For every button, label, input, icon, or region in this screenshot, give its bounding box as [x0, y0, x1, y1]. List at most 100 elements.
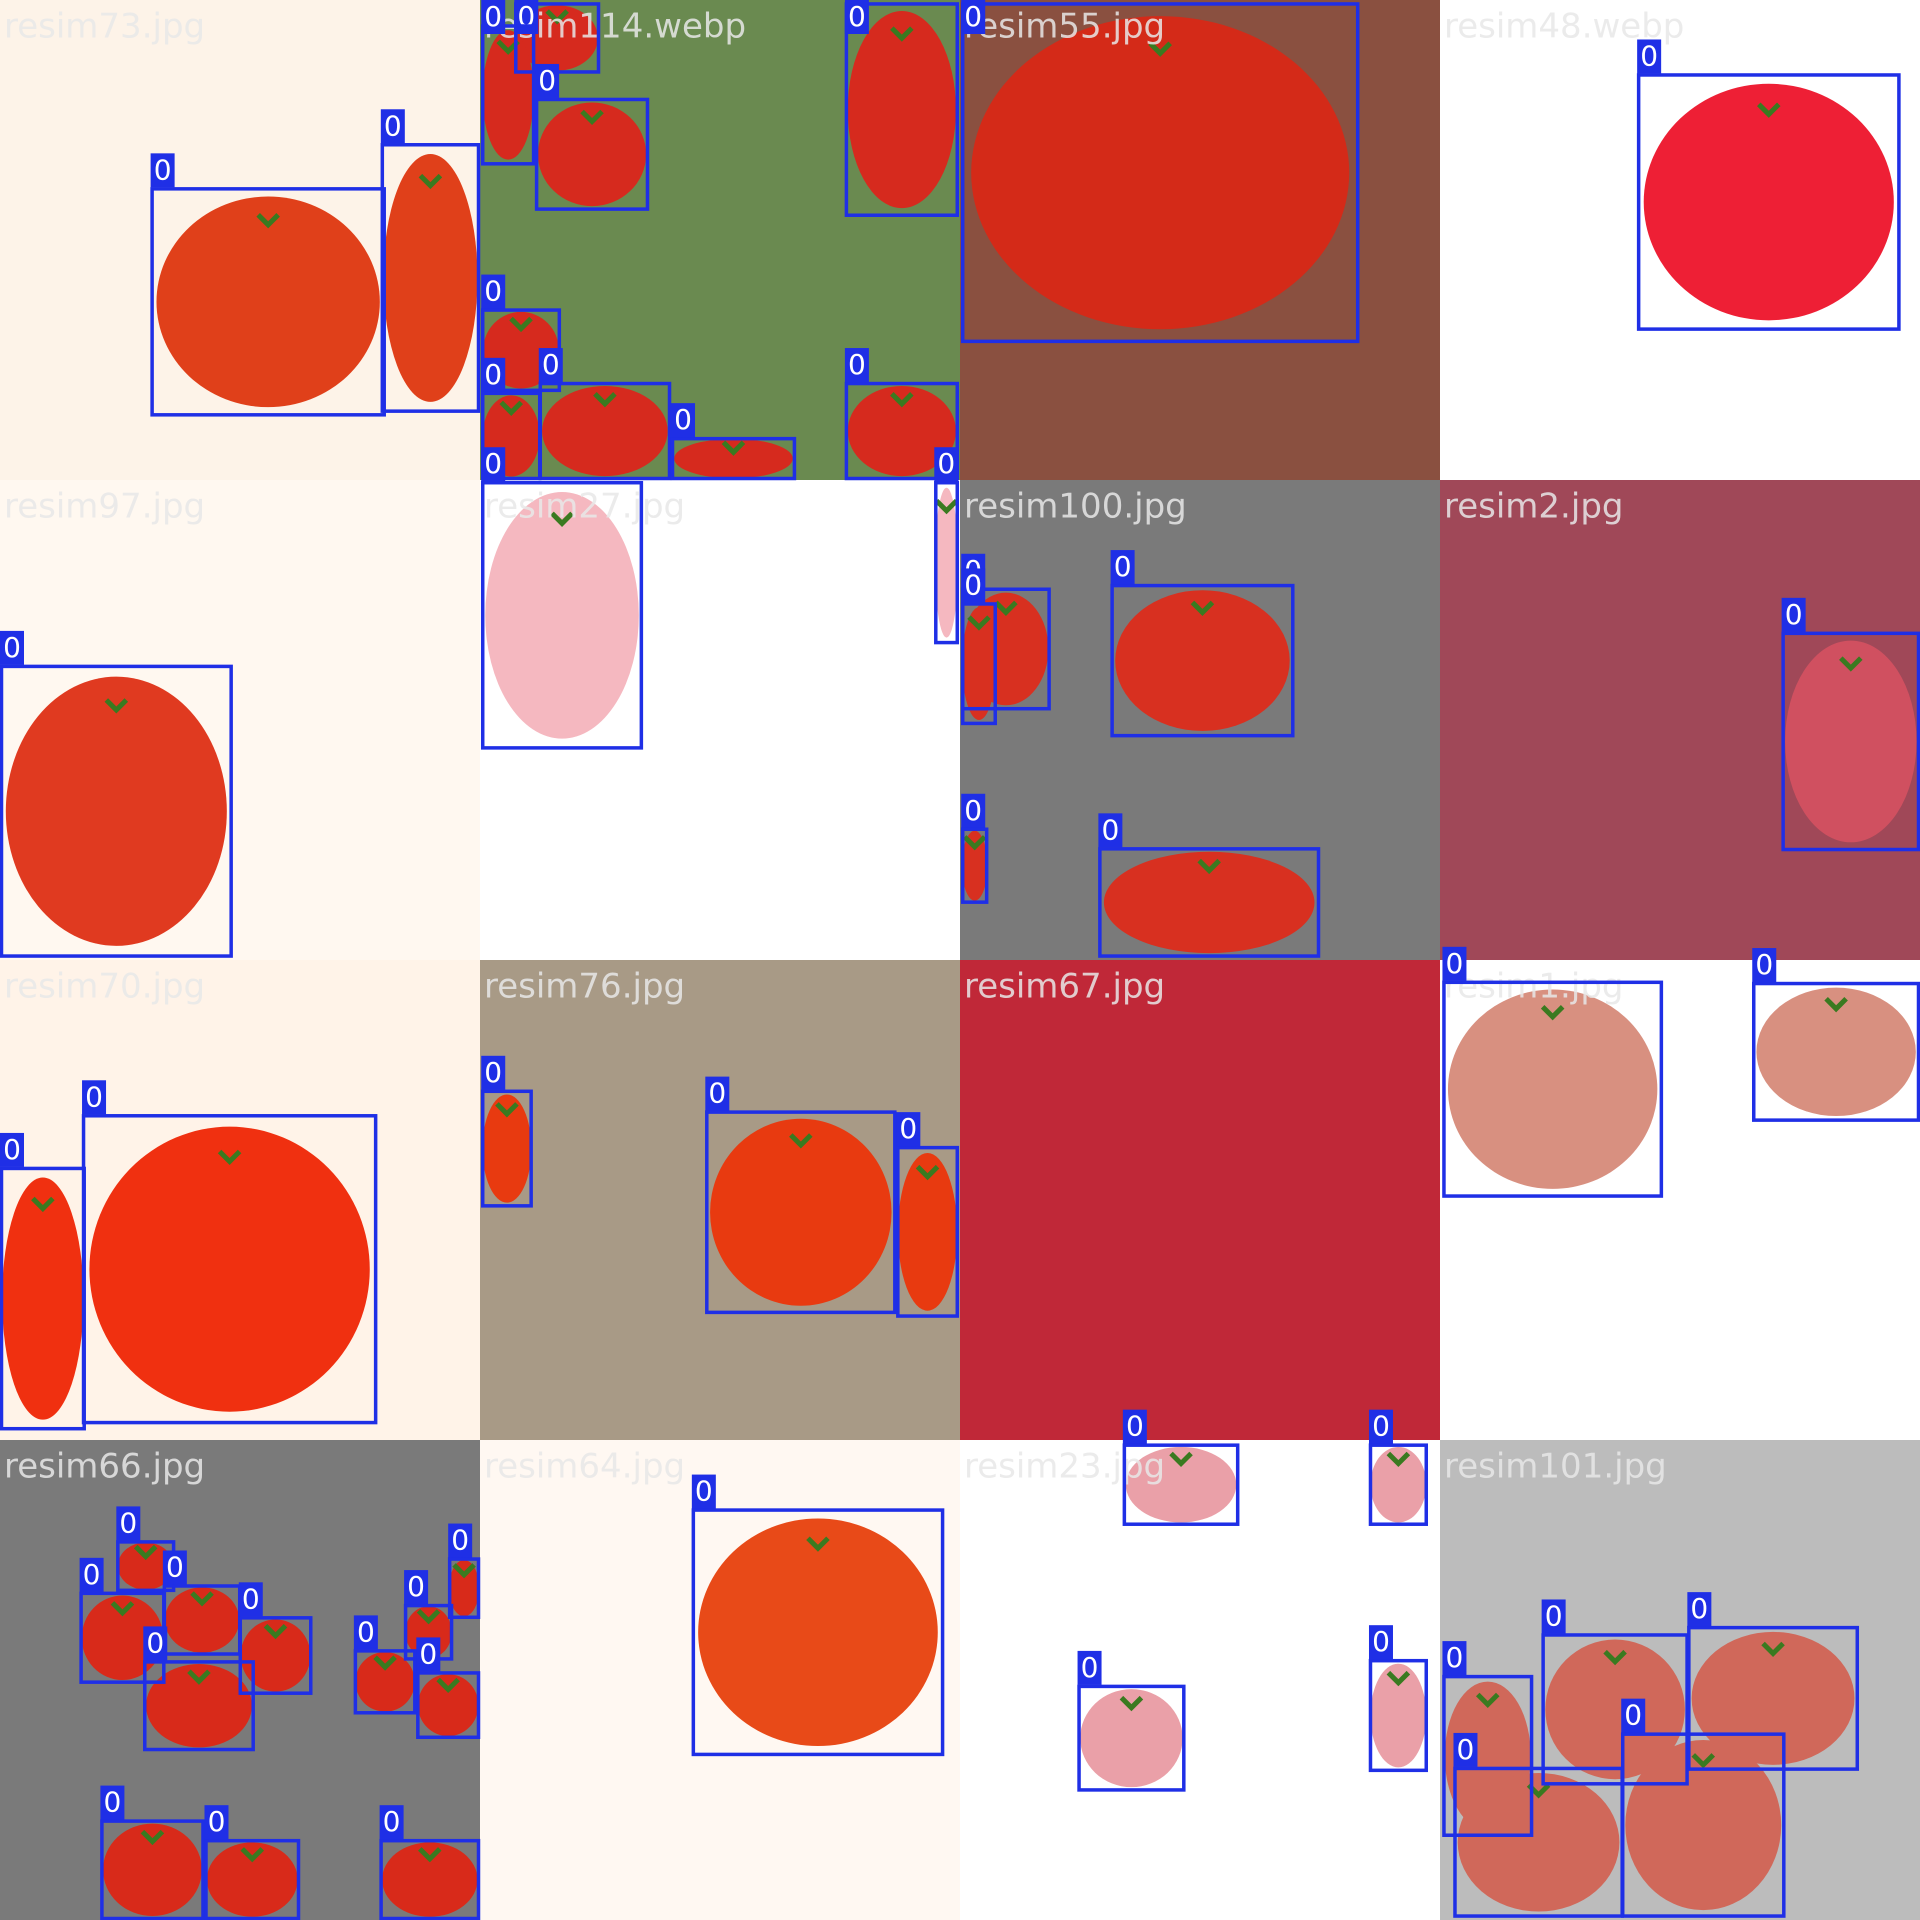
class-label-bg — [404, 1570, 429, 1605]
tomato — [1756, 987, 1916, 1117]
bounding-box — [934, 480, 960, 645]
class-label-bg — [961, 0, 986, 34]
class-label-bg — [353, 1615, 378, 1650]
class-label-bg — [844, 0, 869, 34]
class-label: 0 — [484, 1056, 502, 1089]
tomato — [1785, 640, 1917, 843]
tomato-stem — [1540, 1005, 1565, 1021]
tomato — [961, 830, 988, 901]
class-label-bg — [481, 357, 506, 392]
tomato-stem — [509, 316, 533, 333]
class-label: 0 — [1785, 598, 1803, 631]
class-label: 0 — [451, 1524, 469, 1557]
class-label-bg — [961, 793, 986, 828]
bounding-box — [1541, 1633, 1689, 1786]
class-label: 0 — [3, 631, 21, 664]
bounding-box — [1098, 847, 1321, 958]
class-label: 0 — [242, 1582, 260, 1615]
class-label-bg — [481, 0, 506, 34]
bounding-box — [380, 143, 481, 413]
class-label-bg — [1541, 1599, 1566, 1634]
tomato — [81, 1595, 164, 1680]
tomato-stem — [418, 173, 443, 190]
class-label-bg — [961, 568, 986, 603]
tomato — [117, 1542, 174, 1590]
tomato-stem — [187, 1669, 211, 1685]
class-label: 0 — [937, 447, 955, 480]
tomato — [89, 1126, 370, 1412]
tomato — [847, 11, 956, 209]
class-label-bg — [535, 63, 560, 98]
bounding-box — [81, 1114, 378, 1425]
bounding-box — [1751, 981, 1920, 1122]
tomato — [1370, 1663, 1427, 1768]
class-label: 0 — [964, 0, 982, 33]
bounding-box — [1442, 980, 1664, 1198]
class-label-bg — [238, 1582, 263, 1617]
tomato-stem — [962, 835, 987, 851]
class-label-bg — [379, 1805, 404, 1840]
class-label-bg — [448, 1523, 473, 1558]
bounding-box — [1781, 631, 1920, 852]
tomato — [382, 1842, 478, 1917]
tomato — [485, 491, 639, 739]
class-label: 0 — [1372, 1625, 1390, 1658]
class-label: 0 — [85, 1080, 103, 1113]
class-label-bg — [204, 1805, 229, 1840]
class-label-bg — [1077, 1650, 1102, 1685]
bounding-box — [480, 391, 542, 481]
class-label-bg — [100, 1785, 125, 1820]
bounding-box — [1368, 1443, 1429, 1526]
class-label: 0 — [1372, 1410, 1390, 1443]
tomato — [156, 196, 380, 408]
tomato — [383, 154, 478, 402]
filename-label: resim66.jpg — [4, 1447, 205, 1487]
filename-label: resim64.jpg — [484, 1447, 685, 1487]
tomato-stem — [1761, 1641, 1785, 1657]
class-label-bg — [1781, 597, 1806, 632]
tomato — [1115, 590, 1290, 732]
bounding-box — [1110, 583, 1295, 738]
tomato-stem — [1197, 858, 1221, 875]
bounding-box — [960, 602, 997, 726]
filename-label: resim23.jpg — [964, 1447, 1165, 1487]
tomato — [417, 1674, 479, 1737]
class-label: 0 — [538, 64, 556, 97]
bounding-box — [238, 1616, 313, 1695]
tomato — [698, 1518, 938, 1747]
tomato-stem — [1190, 600, 1215, 616]
tomato — [206, 1842, 298, 1917]
bounding-box — [1077, 1684, 1186, 1792]
class-label: 0 — [674, 403, 692, 436]
tomato-stem — [418, 1847, 442, 1863]
tomato-stem — [416, 1609, 441, 1625]
class-label-bg — [896, 1112, 921, 1147]
class-label-bg — [1453, 1732, 1478, 1767]
class-label: 0 — [1457, 1733, 1475, 1766]
class-label: 0 — [83, 1558, 101, 1591]
class-label-bg — [416, 1637, 441, 1672]
class-label-bg — [162, 1550, 187, 1585]
class-label: 0 — [154, 153, 172, 186]
tomato-stem — [1824, 997, 1848, 1013]
filename-label: resim76.jpg — [484, 967, 685, 1007]
bounding-box — [960, 2, 1360, 344]
tomato-stem — [263, 1623, 288, 1640]
class-label: 0 — [542, 348, 560, 381]
tomato — [103, 1823, 202, 1916]
tomato — [934, 487, 959, 638]
class-label-bg — [671, 403, 696, 438]
tomato — [962, 607, 996, 720]
class-label-bg — [1122, 1409, 1147, 1444]
filename-label: resim2.jpg — [1444, 487, 1623, 527]
class-label-bg — [150, 153, 175, 188]
tomato — [164, 1587, 240, 1653]
class-label-bg — [1110, 550, 1135, 585]
class-label-bg — [934, 447, 959, 482]
class-label: 0 — [708, 1077, 726, 1110]
class-label: 0 — [1690, 1592, 1708, 1625]
tomato-stem — [890, 392, 914, 408]
class-label-bg — [1368, 1409, 1393, 1444]
class-label: 0 — [1545, 1599, 1563, 1632]
